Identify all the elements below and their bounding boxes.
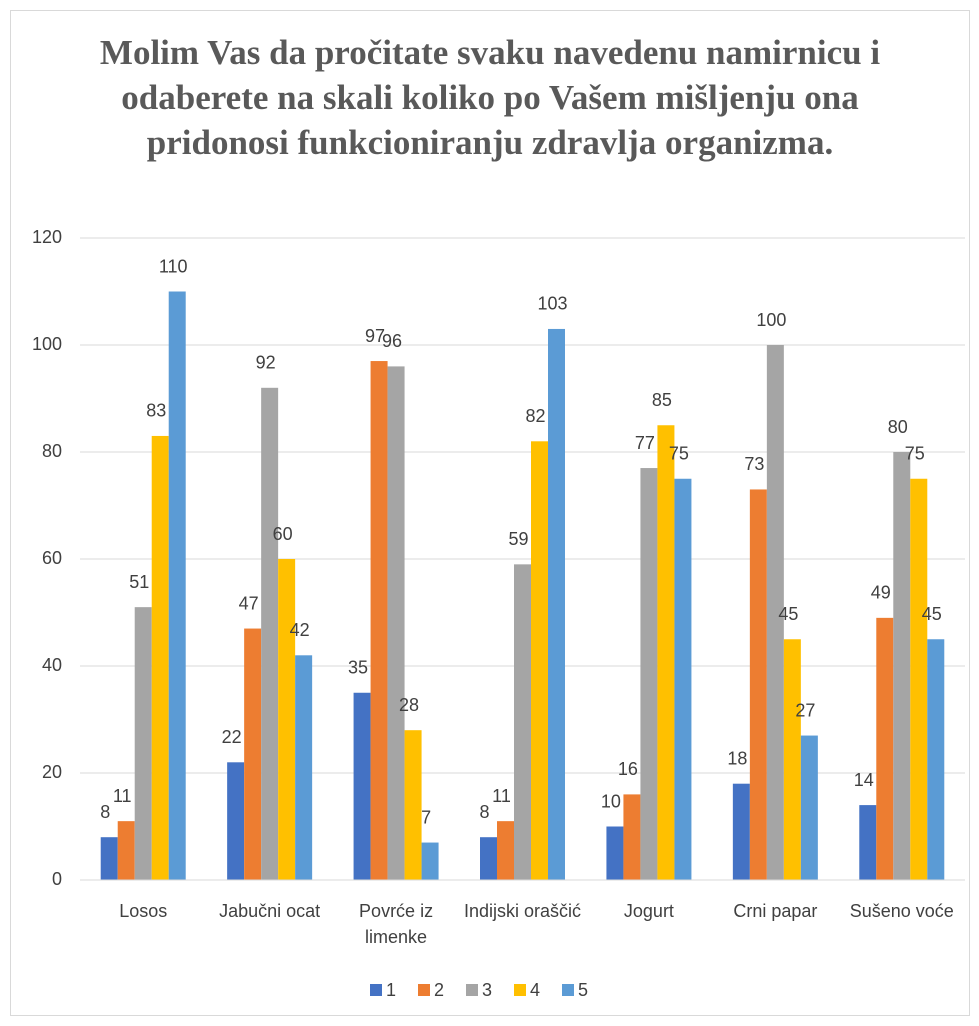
bar [387,366,405,880]
chart-title: Molim Vas da pročitate svaku navedenu na… [99,33,881,162]
bar [295,655,313,880]
data-label: 27 [795,700,815,720]
bar [261,387,279,880]
y-tick-label: 60 [42,548,62,568]
bar [910,478,928,880]
data-label: 85 [652,390,672,410]
data-label: 80 [888,417,908,437]
data-label: 59 [508,529,528,549]
data-label: 22 [222,727,242,747]
x-tick-label: Sušeno voće [850,901,954,921]
data-label: 75 [905,444,925,464]
data-label: 83 [146,401,166,421]
legend-label: 2 [434,980,444,1000]
bar [168,291,186,880]
bar [606,826,624,880]
x-tick-label: Povrće iz limenke [359,901,433,947]
data-label: 51 [129,572,149,592]
data-label: 45 [778,604,798,624]
data-label: 96 [382,331,402,351]
y-tick-label: 40 [42,655,62,675]
bar [766,345,784,880]
bar [859,805,877,880]
bar [151,435,169,880]
data-label: 49 [871,583,891,603]
bar [783,639,801,880]
legend-label: 5 [578,980,588,1000]
data-label: 75 [669,444,689,464]
data-label: 77 [635,433,655,453]
legend-swatch [370,984,382,996]
data-label: 8 [479,802,489,822]
bar [657,425,675,880]
data-label: 42 [290,620,310,640]
data-label: 8 [100,802,110,822]
bar [893,452,911,880]
data-label: 7 [421,807,431,827]
data-label: 11 [113,786,132,806]
legend-label: 4 [530,980,540,1000]
legend-swatch [562,984,574,996]
legend-swatch [466,984,478,996]
bar [749,489,767,880]
bar [732,783,750,880]
bar [876,617,894,880]
legend-label: 3 [482,980,492,1000]
chart-frame [10,10,970,1016]
y-tick-label: 100 [32,334,62,354]
x-tick-label: Indijski oraščić [464,901,581,921]
data-label: 92 [256,353,276,373]
bar [514,564,531,880]
y-tick-label: 0 [52,869,62,889]
data-label: 10 [601,791,621,811]
y-tick-label: 80 [42,441,62,461]
bar [117,821,135,880]
bar [640,468,658,880]
data-label: 110 [159,256,188,276]
bar [531,441,548,880]
data-label: 97 [365,326,385,346]
bar [227,762,245,880]
data-label: 73 [744,454,764,474]
data-label: 16 [618,759,638,779]
y-tick-label: 120 [32,227,62,247]
bar [421,842,439,880]
data-label: 100 [756,310,786,330]
bar [134,607,152,880]
data-label: 47 [239,593,259,613]
bar [927,639,945,880]
x-tick-label: Jabučni ocat [219,901,320,921]
data-label: 103 [537,294,567,314]
bar [244,628,262,880]
bar [480,837,497,880]
bar [370,361,388,880]
data-label: 45 [922,604,942,624]
bar [278,559,296,880]
data-label: 82 [525,406,545,426]
data-label: 28 [399,695,419,715]
y-tick-label: 20 [42,762,62,782]
bar [800,735,818,880]
x-tick-label: Losos [119,901,167,921]
legend-swatch [514,984,526,996]
x-tick-label: Crni papar [733,901,817,921]
bar [548,328,565,880]
data-label: 18 [727,748,747,768]
bar [497,821,514,880]
x-tick-label: Jogurt [624,901,674,921]
data-label: 60 [273,524,293,544]
legend-swatch [418,984,430,996]
bar [623,794,641,880]
legend-label: 1 [386,980,396,1000]
data-label: 35 [348,658,368,678]
bar [674,478,692,880]
bar [404,730,422,880]
data-label: 14 [854,770,874,790]
bar [353,692,371,880]
data-label: 11 [492,786,511,806]
bar [100,837,118,880]
